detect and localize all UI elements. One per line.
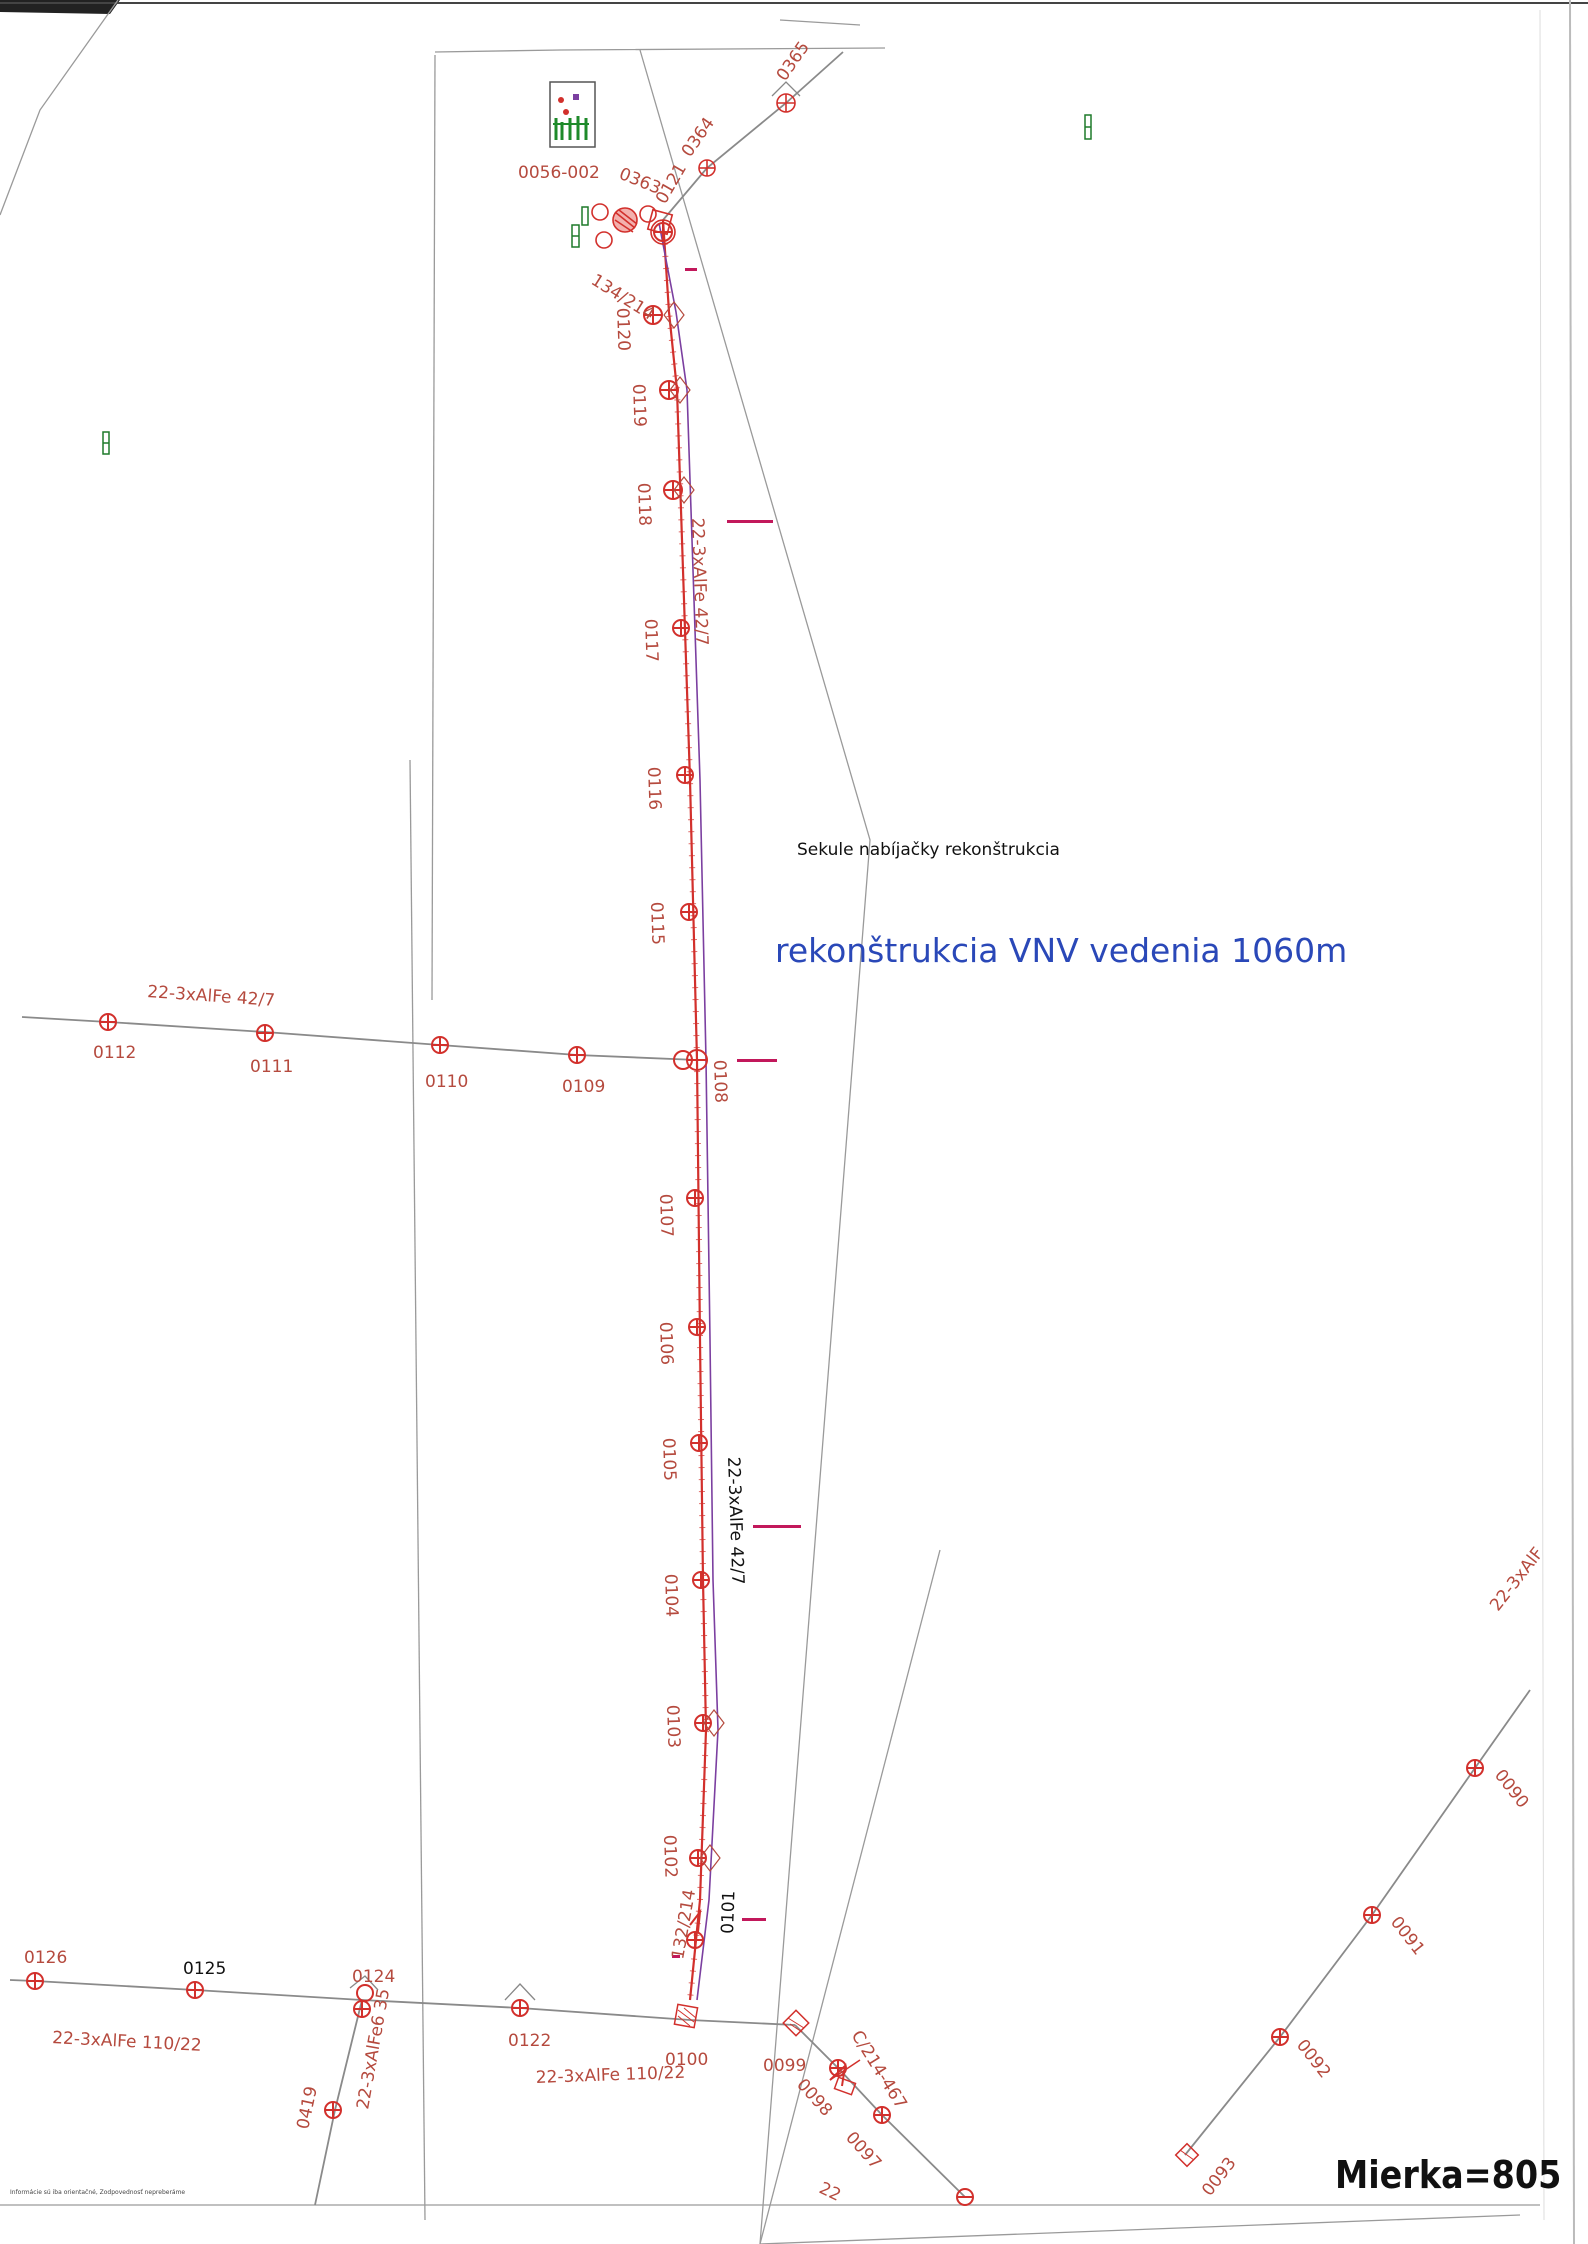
label-0104: 0104 — [660, 1573, 681, 1617]
tiny-annotations — [672, 268, 801, 1958]
cable-bottom-partial: 22 — [816, 2178, 844, 2205]
west-poles — [99, 1013, 586, 1064]
label-0090: 0090 — [1490, 1766, 1532, 1812]
label-0101: 0101 — [718, 1890, 739, 1934]
cable-branch-0124: 22-3xAlFe6 35 — [353, 1987, 394, 2111]
station-cluster — [591, 93, 796, 249]
label-0110: 0110 — [425, 1072, 468, 1092]
line-west — [21, 1016, 698, 1061]
label-0108: 0108 — [709, 1059, 730, 1103]
cable-main-lower: 22-3xAlFe 42/7 — [723, 1456, 747, 1585]
label-0112: 0112 — [93, 1043, 136, 1063]
scale-label: Mierka=805 — [1335, 2154, 1561, 2198]
cable-bottom-left: 22-3xAlFe 110/22 — [52, 2028, 202, 2056]
label-0097: 0097 — [841, 2128, 885, 2174]
label-0092: 0092 — [1292, 2036, 1334, 2082]
cable-main-upper: 22-3xAlFe 42/7 — [687, 517, 711, 646]
label-0363: 0363 — [616, 164, 664, 199]
title-big: rekonštrukcia VNV vedenia 1060m — [775, 931, 1347, 970]
main-poles — [643, 222, 712, 1949]
break-markers — [689, 1908, 847, 2087]
label-0109: 0109 — [562, 1077, 605, 1097]
label-0100: 0100 — [665, 2050, 708, 2070]
label-0125: 0125 — [183, 1959, 226, 1979]
node-0099-symbol — [782, 2009, 810, 2037]
cable-right-partial: 22-3xAlF — [1486, 1544, 1548, 1615]
label-0119: 0119 — [628, 383, 649, 427]
label-0107: 0107 — [655, 1193, 676, 1237]
node-0100-symbol — [673, 2003, 699, 2029]
south-brackets — [349, 1975, 536, 2001]
pole-0365-bracket — [771, 81, 801, 97]
cable-bottom-mid: 22-3xAlFe 110/22 — [535, 2063, 685, 2088]
label-0091: 0091 — [1386, 1913, 1428, 1959]
label-0365: 0365 — [773, 38, 814, 85]
pole-brackets — [663, 301, 725, 1872]
label-0102: 0102 — [659, 1834, 680, 1878]
footer-note: Informácie sú iba orientačné, Zodpovedno… — [10, 2189, 185, 2196]
label-0122: 0122 — [508, 2031, 551, 2051]
label-0099: 0099 — [763, 2056, 806, 2076]
label-0118: 0118 — [633, 482, 654, 526]
green-markers — [102, 114, 1092, 455]
label-0098: 0098 — [792, 2075, 836, 2121]
title-small: Sekule nabíjačky rekonštrukcia — [797, 840, 1060, 860]
east-poles — [1271, 1759, 1484, 2046]
station-label: 0056-002 — [518, 163, 600, 183]
node-0093-symbol — [1174, 2142, 1200, 2168]
station-symbol — [549, 81, 596, 148]
label-0111: 0111 — [250, 1057, 293, 1077]
label-0364: 0364 — [678, 114, 719, 161]
cable-branch-left: 22-3xAlFe 42/7 — [147, 982, 276, 1011]
label-0106: 0106 — [655, 1321, 676, 1365]
label-0115: 0115 — [646, 901, 667, 945]
label-0124: 0124 — [352, 1967, 395, 1987]
label-0093: 0093 — [1198, 2154, 1240, 2200]
label-0116: 0116 — [643, 766, 664, 810]
label-0117: 0117 — [640, 618, 661, 662]
parcel-right: C/214-467 — [847, 2027, 911, 2113]
label-0419: 0419 — [293, 2085, 322, 2131]
line-top — [662, 51, 844, 221]
label-0103: 0103 — [662, 1704, 683, 1748]
south-poles — [26, 1972, 974, 2206]
label-0120: 0120 — [612, 307, 633, 351]
label-0126: 0126 — [24, 1948, 67, 1968]
parcel-boundaries — [0, 0, 1540, 2244]
label-0105: 0105 — [658, 1437, 679, 1481]
